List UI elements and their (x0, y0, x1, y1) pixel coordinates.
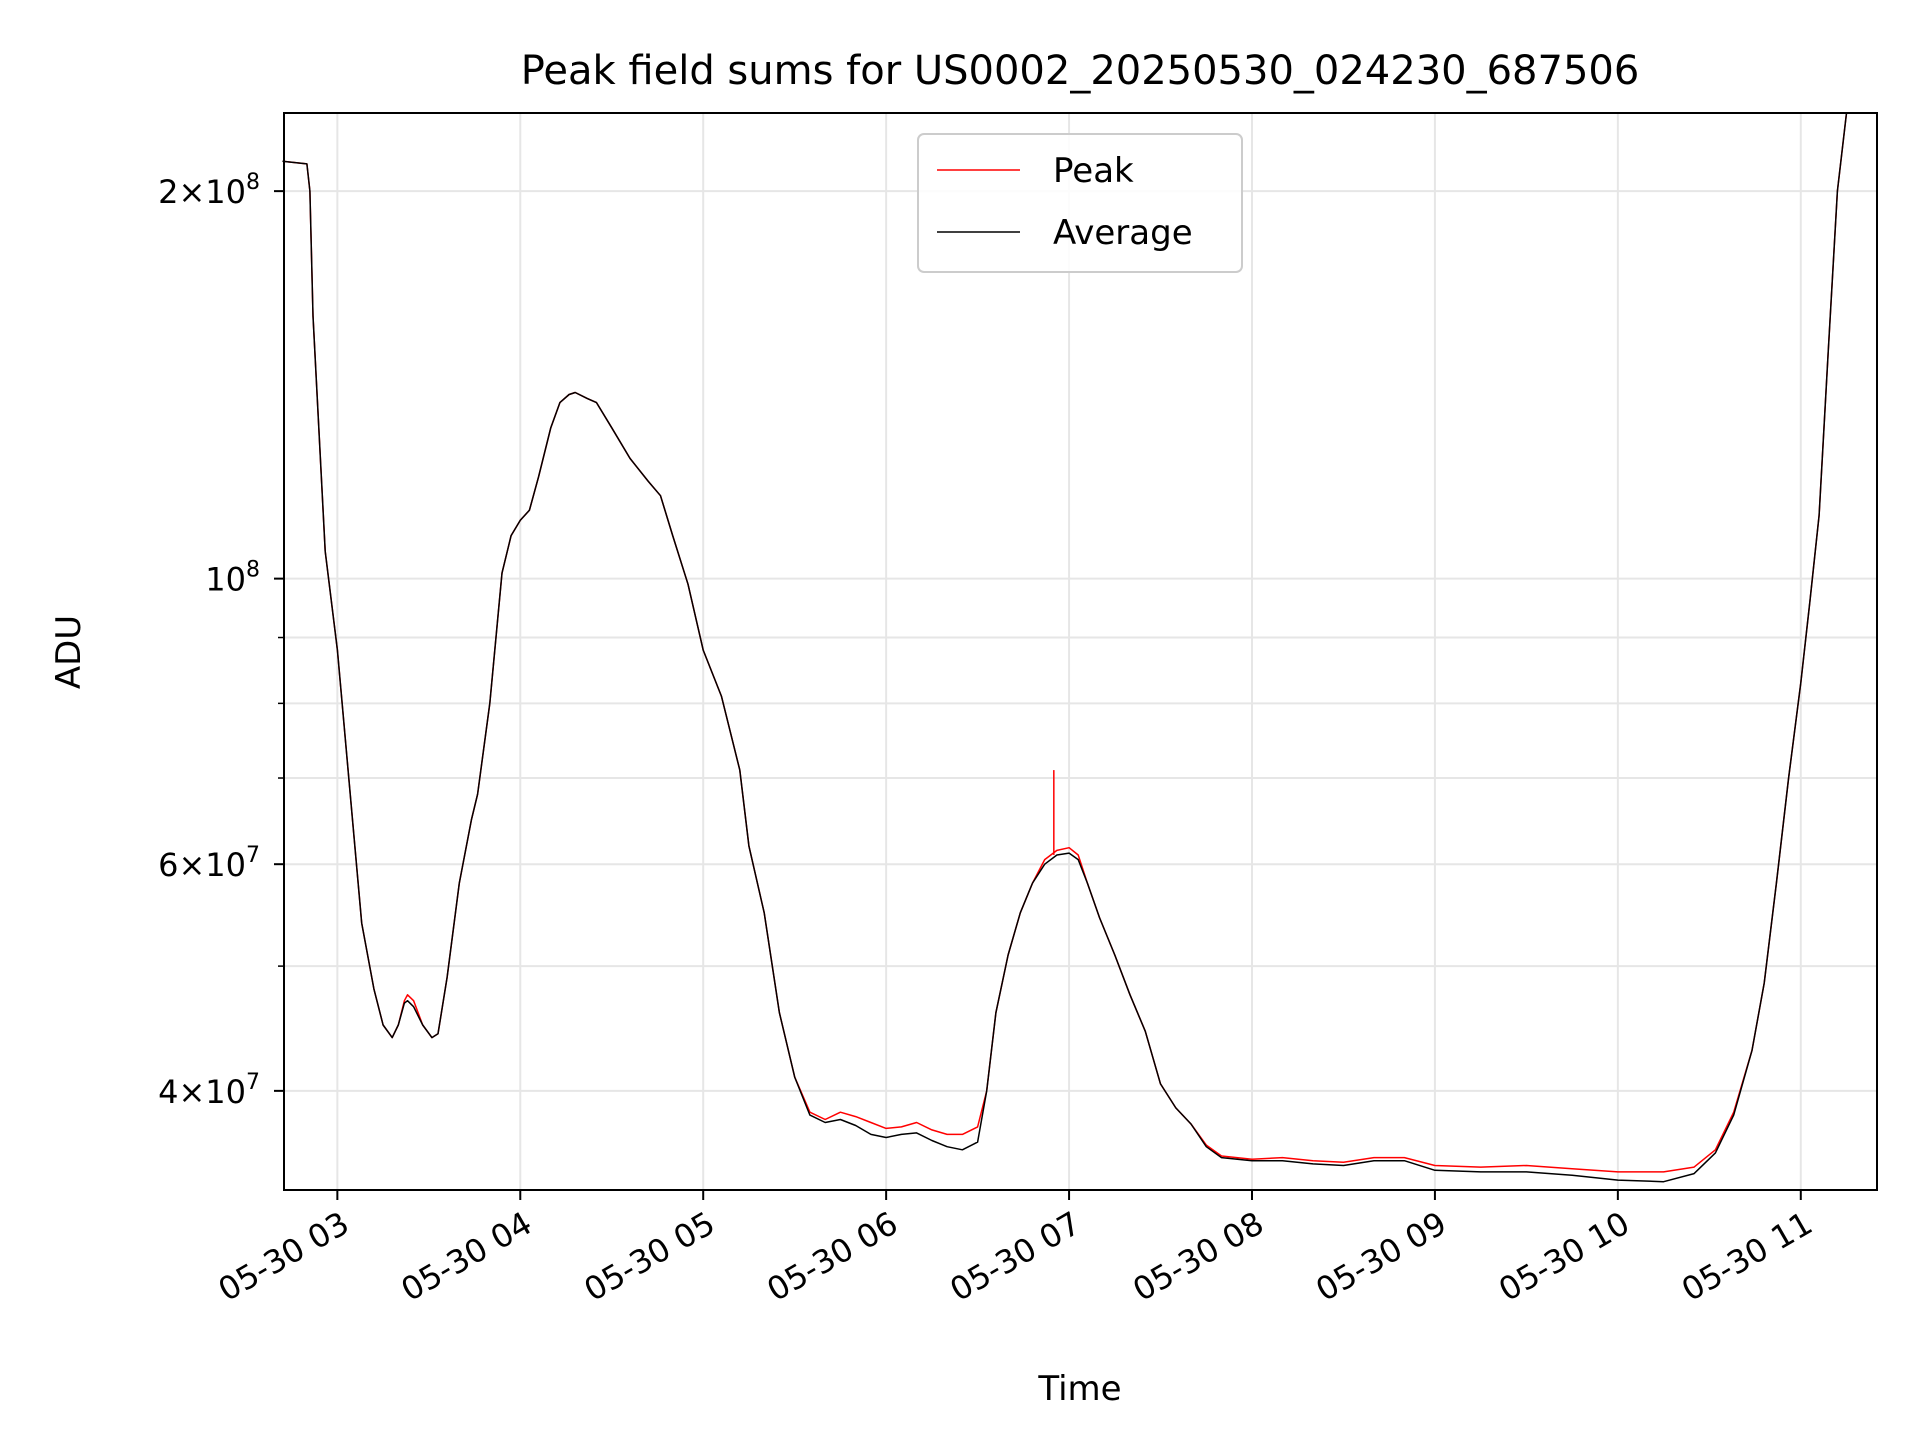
legend-peak-label: Peak (1053, 151, 1134, 191)
y-tick-exponent: 8 (246, 558, 260, 583)
y-tick-label: 4×107 (158, 1070, 260, 1111)
y-axis-label: ADU (49, 615, 89, 689)
y-tick-exponent: 7 (246, 1070, 260, 1095)
y-tick-exponent: 7 (246, 843, 260, 868)
chart-title: Peak field sums for US0002_20250530_0242… (521, 48, 1640, 94)
y-tick-label: 2×108 (158, 170, 260, 211)
legend-average-label: Average (1053, 213, 1193, 253)
legend-box (917, 133, 1243, 273)
y-tick-base: 2×10 (158, 173, 246, 211)
legend: Peak Average (917, 133, 1243, 273)
series-layer (282, 112, 1848, 1183)
y-tick-base: 4×10 (158, 1073, 246, 1111)
series-line-average (282, 112, 1848, 1183)
x-axis-label: Time (1037, 1369, 1121, 1409)
y-tick-base: 10 (205, 561, 246, 599)
y-tick-label: 6×107 (158, 843, 260, 884)
plot-frame (283, 112, 1878, 1191)
y-tick-base: 6×10 (158, 846, 246, 884)
y-tick-label: 108 (205, 558, 260, 599)
y-tick-exponent: 8 (246, 170, 260, 195)
